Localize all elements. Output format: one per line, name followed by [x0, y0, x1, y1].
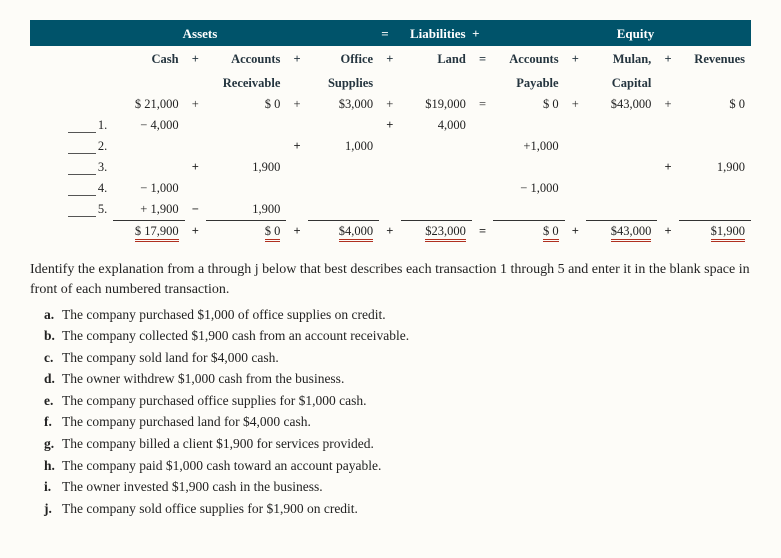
- option-d: d.The owner withdrew $1,000 cash from th…: [44, 369, 751, 389]
- options-list: a.The company purchased $1,000 of office…: [30, 305, 751, 519]
- transaction-row-3: 3. + 1,900 + 1,900: [30, 157, 751, 178]
- option-c: c.The company sold land for $4,000 cash.: [44, 348, 751, 368]
- instructions-block: Identify the explanation from a through …: [30, 260, 751, 518]
- transaction-row-2: 2. + 1,000 +1,000: [30, 136, 751, 157]
- option-i: i.The owner invested $1,900 cash in the …: [44, 477, 751, 497]
- transaction-row-4: 4. − 1,000 − 1,000: [30, 178, 751, 199]
- option-g: g.The company billed a client $1,900 for…: [44, 434, 751, 454]
- col-rev: Revenues: [679, 46, 751, 70]
- transaction-row-5: 5. + 1,900 − 1,900: [30, 199, 751, 221]
- col-ap: Accounts: [493, 46, 564, 70]
- option-h: h.The company paid $1,000 cash toward an…: [44, 456, 751, 476]
- col-os: Office: [308, 46, 379, 70]
- col-land: Land: [401, 46, 472, 70]
- blank-3[interactable]: 3.: [30, 157, 113, 178]
- ending-balance-row: $ 17,900 + $ 0 + $4,000 + $23,000 = $ 0 …: [30, 221, 751, 243]
- option-j: j.The company sold office supplies for $…: [44, 499, 751, 519]
- column-headers-row1: Cash + Accounts + Office + Land = Accoun…: [30, 46, 751, 70]
- option-a: a.The company purchased $1,000 of office…: [44, 305, 751, 325]
- col-cash: Cash: [113, 46, 184, 70]
- option-b: b.The company collected $1,900 cash from…: [44, 326, 751, 346]
- blank-5[interactable]: 5.: [30, 199, 113, 221]
- col-ar: Accounts: [206, 46, 286, 70]
- header-assets: Assets: [30, 26, 370, 42]
- option-e: e.The company purchased office supplies …: [44, 391, 751, 411]
- blank-2[interactable]: 2.: [30, 136, 113, 157]
- instruction-lead: Identify the explanation from a through …: [30, 260, 751, 301]
- equation-header: Assets = Liabilities + Equity: [30, 20, 751, 46]
- column-headers-row2: Receivable Supplies Payable Capital: [30, 70, 751, 94]
- transaction-row-1: 1. − 4,000 + 4,000: [30, 115, 751, 136]
- header-liabilities: Liabilities +: [400, 26, 520, 42]
- accounting-equation-table: Assets = Liabilities + Equity Cash + Acc…: [30, 20, 751, 242]
- header-equals: =: [370, 26, 400, 42]
- blank-4[interactable]: 4.: [30, 178, 113, 199]
- option-f: f.The company purchased land for $4,000 …: [44, 412, 751, 432]
- beginning-balance-row: $ 21,000 + $ 0 + $3,000 + $19,000 = $ 0 …: [30, 94, 751, 115]
- blank-1[interactable]: 1.: [30, 115, 113, 136]
- col-cap: Mulan,: [586, 46, 657, 70]
- header-equity: Equity: [520, 26, 751, 42]
- transactions-table: Cash + Accounts + Office + Land = Accoun…: [30, 46, 751, 242]
